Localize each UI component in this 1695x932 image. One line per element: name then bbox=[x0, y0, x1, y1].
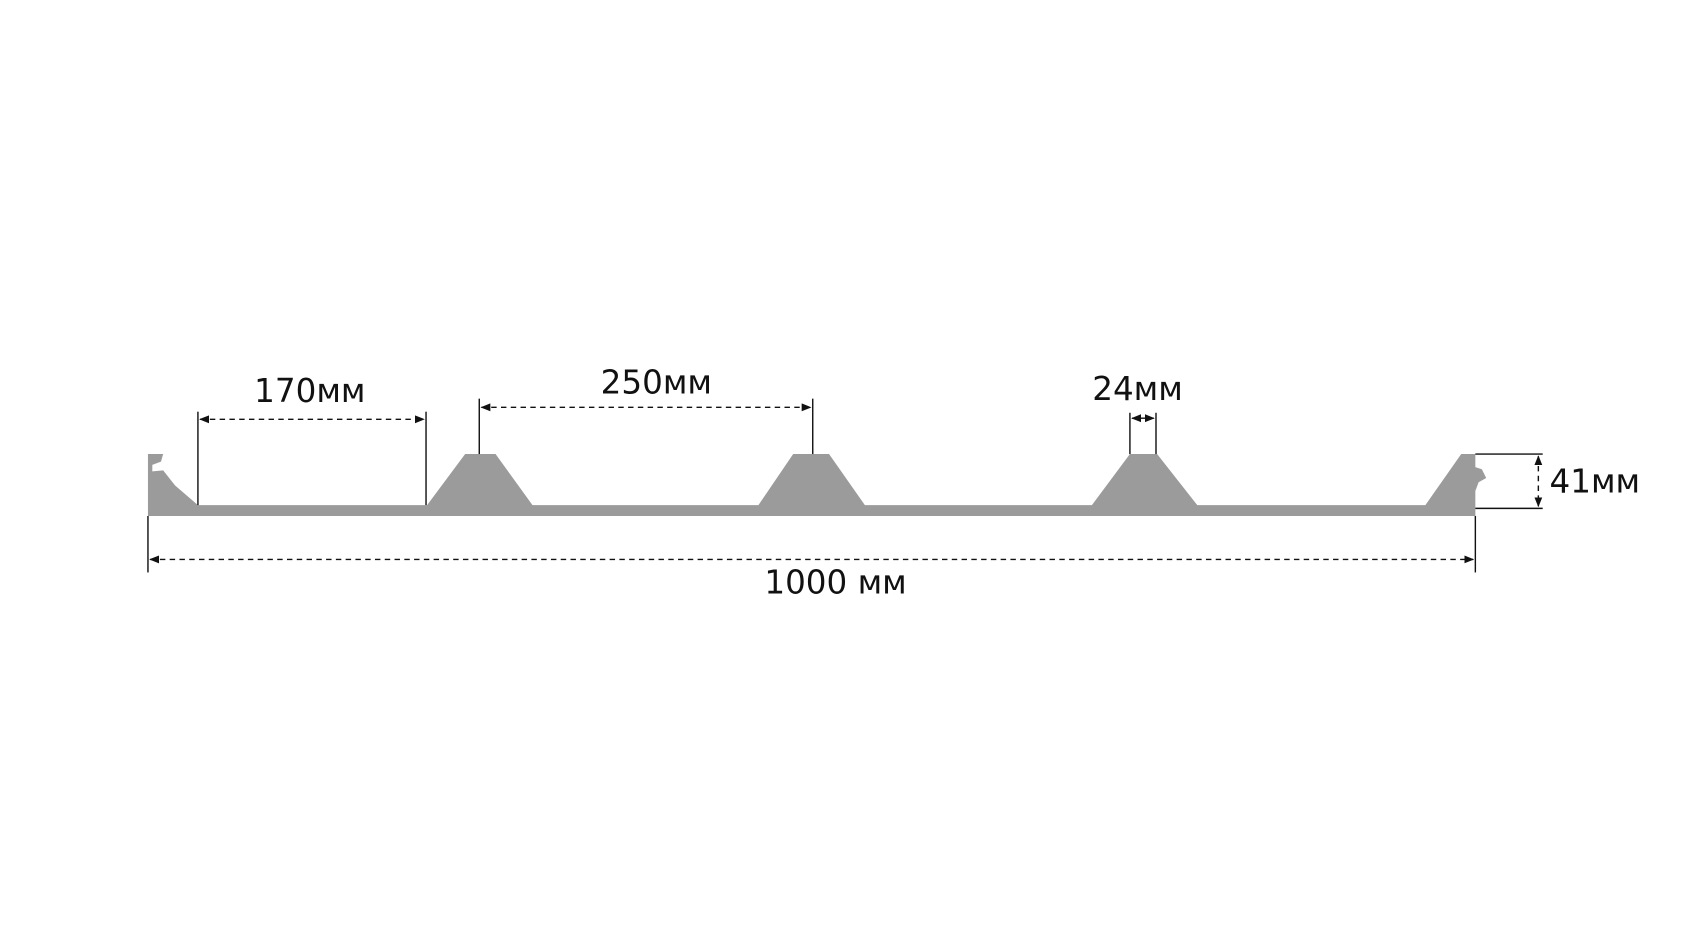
dim-250: 250мм bbox=[478, 364, 814, 455]
dim-label: 250мм bbox=[601, 364, 712, 402]
dim-24: 24мм bbox=[1092, 370, 1183, 455]
dim-label: 24мм bbox=[1092, 370, 1183, 408]
dim-170: 170мм bbox=[197, 372, 427, 506]
profile bbox=[147, 454, 1487, 516]
dim-label: 1000 мм bbox=[764, 563, 906, 601]
dim-label: 170мм bbox=[254, 372, 365, 410]
dim-1000: 1000 мм bbox=[147, 515, 1477, 601]
dim-label: 41мм bbox=[1550, 462, 1641, 500]
dim-41: 41мм bbox=[1475, 453, 1641, 510]
